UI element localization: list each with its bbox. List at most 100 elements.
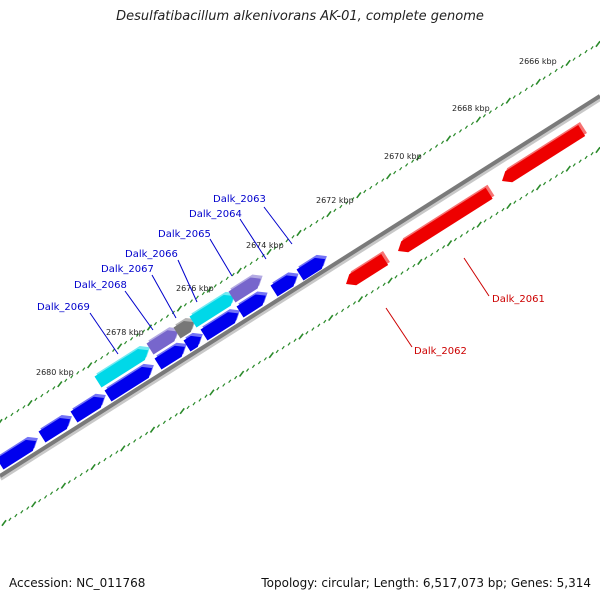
outer-tick-mark <box>445 135 452 142</box>
inner-tick-mark <box>186 405 190 410</box>
inner-tick-mark <box>162 420 166 425</box>
outer-tick-mark <box>255 257 259 262</box>
outer-tick-mark <box>565 59 571 67</box>
outer-tick-mark <box>70 374 74 379</box>
accession-text: Accession: NC_011768 <box>9 576 146 590</box>
inner-tick-ring <box>1 146 600 527</box>
inner-tick-mark <box>133 439 137 443</box>
leader-line-dalk-2066 <box>177 259 198 303</box>
forward-gene-5[interactable] <box>154 342 187 370</box>
forward-gene-2[interactable] <box>38 414 72 443</box>
outer-tick-mark <box>219 280 223 284</box>
outer-tick-mark <box>505 97 511 104</box>
inner-tick-mark <box>424 256 428 260</box>
scale-label-2666: 2666 kbp <box>519 57 557 66</box>
inner-tick-mark <box>49 491 54 495</box>
forward-gene-7[interactable] <box>200 309 241 341</box>
forward-gene-10[interactable] <box>296 254 327 281</box>
gene-dalk-2066[interactable] <box>189 291 236 328</box>
outer-tick-mark <box>64 378 68 383</box>
forward-gene-3[interactable] <box>70 393 106 423</box>
forward-gene-1[interactable] <box>0 436 38 470</box>
outer-tick-mark <box>27 399 33 407</box>
inner-tick-mark <box>572 163 576 167</box>
outer-tick-mark <box>225 276 229 281</box>
gene-dalk-2065[interactable] <box>228 274 263 303</box>
outer-tick-mark <box>22 405 26 409</box>
gene-label-dalk-2062[interactable]: Dalk_2062 <box>414 346 467 357</box>
forward-gene-4[interactable] <box>104 363 154 402</box>
outer-tick-mark <box>415 154 422 161</box>
outer-tick-mark <box>303 227 307 232</box>
gene-label-dalk-2068[interactable]: Dalk_2068 <box>74 280 127 291</box>
forward-gene-9[interactable] <box>270 272 299 297</box>
inner-tick-mark <box>323 319 327 324</box>
inner-tick-mark <box>346 304 351 309</box>
scale-label-2668: 2668 kbp <box>452 104 490 113</box>
inner-tick-mark <box>483 219 487 223</box>
gene-dalk-2067[interactable] <box>173 317 196 339</box>
reverse-gene-3[interactable] <box>502 122 587 183</box>
leader-line-dalk-2065 <box>209 238 233 277</box>
inner-tick-mark <box>31 501 37 508</box>
outer-tick-mark <box>399 166 403 171</box>
outer-tick-mark <box>333 208 337 213</box>
outer-tick-mark <box>231 272 235 277</box>
gene-dalk-2068[interactable] <box>146 327 180 355</box>
inner-tick-mark <box>275 349 279 354</box>
outer-tick-mark <box>315 219 319 224</box>
outer-tick-mark <box>535 78 541 85</box>
outer-tick-mark <box>195 295 199 300</box>
outer-tick-mark <box>76 371 80 375</box>
outer-tick-mark <box>106 352 110 356</box>
gene-label-dalk-2069[interactable]: Dalk_2069 <box>37 302 90 313</box>
outer-tick-mark <box>87 362 93 369</box>
outer-tick-mark <box>500 102 504 107</box>
inner-tick-mark <box>382 282 386 287</box>
gene-label-dalk-2063[interactable]: Dalk_2063 <box>213 194 266 205</box>
inner-tick-mark <box>204 394 208 398</box>
inner-tick-mark <box>97 461 101 466</box>
inner-tick-mark <box>311 327 315 331</box>
inner-tick-mark <box>268 351 274 359</box>
inner-tick-mark <box>168 416 172 421</box>
inner-tick-mark <box>257 360 261 365</box>
outer-tick-mark <box>429 148 433 152</box>
gene-dalk-2062[interactable] <box>346 251 390 286</box>
map-title: Desulfatibacillum alkenivorans AK-01, co… <box>116 9 484 24</box>
gene-dalk-2069[interactable] <box>94 346 150 388</box>
outer-tick-mark <box>470 121 474 126</box>
outer-tick-mark <box>4 416 8 421</box>
gene-label-dalk-2067[interactable]: Dalk_2067 <box>101 264 154 275</box>
outer-tick-mark <box>548 72 552 77</box>
inner-tick-mark <box>400 271 404 275</box>
forward-gene-8[interactable] <box>236 291 268 318</box>
gene-label-dalk-2066[interactable]: Dalk_2066 <box>125 249 178 260</box>
leader-line-dalk-2067 <box>151 274 177 319</box>
outer-tick-mark <box>381 178 385 182</box>
outer-tick-mark <box>0 418 3 424</box>
gene-label-dalk-2061[interactable]: Dalk_2061 <box>492 294 545 305</box>
inner-tick-mark <box>578 159 582 163</box>
scale-label-2670: 2670 kbp <box>384 152 422 161</box>
leader-line-dalk-2062 <box>385 307 413 348</box>
gene-label-dalk-2065[interactable]: Dalk_2065 <box>158 229 211 240</box>
forward-gene-6[interactable] <box>183 332 203 352</box>
inner-tick-mark <box>436 248 440 253</box>
inner-tick-mark <box>192 401 196 406</box>
inner-tick-mark <box>8 517 12 522</box>
outer-tick-mark <box>393 170 397 175</box>
gene-label-dalk-2064[interactable]: Dalk_2064 <box>189 209 242 220</box>
inner-tick-mark <box>554 174 558 178</box>
leader-line-dalk-2061 <box>463 257 490 297</box>
inner-tick-mark <box>1 519 7 527</box>
outer-tick-mark <box>176 305 183 312</box>
inner-tick-mark <box>209 389 215 396</box>
inner-tick-mark <box>341 308 345 313</box>
inner-tick-mark <box>459 233 463 238</box>
inner-tick-mark <box>14 513 18 518</box>
outer-tick-mark <box>482 114 486 118</box>
outer-tick-mark <box>116 343 123 350</box>
gene-dalk-2061[interactable] <box>398 184 495 253</box>
